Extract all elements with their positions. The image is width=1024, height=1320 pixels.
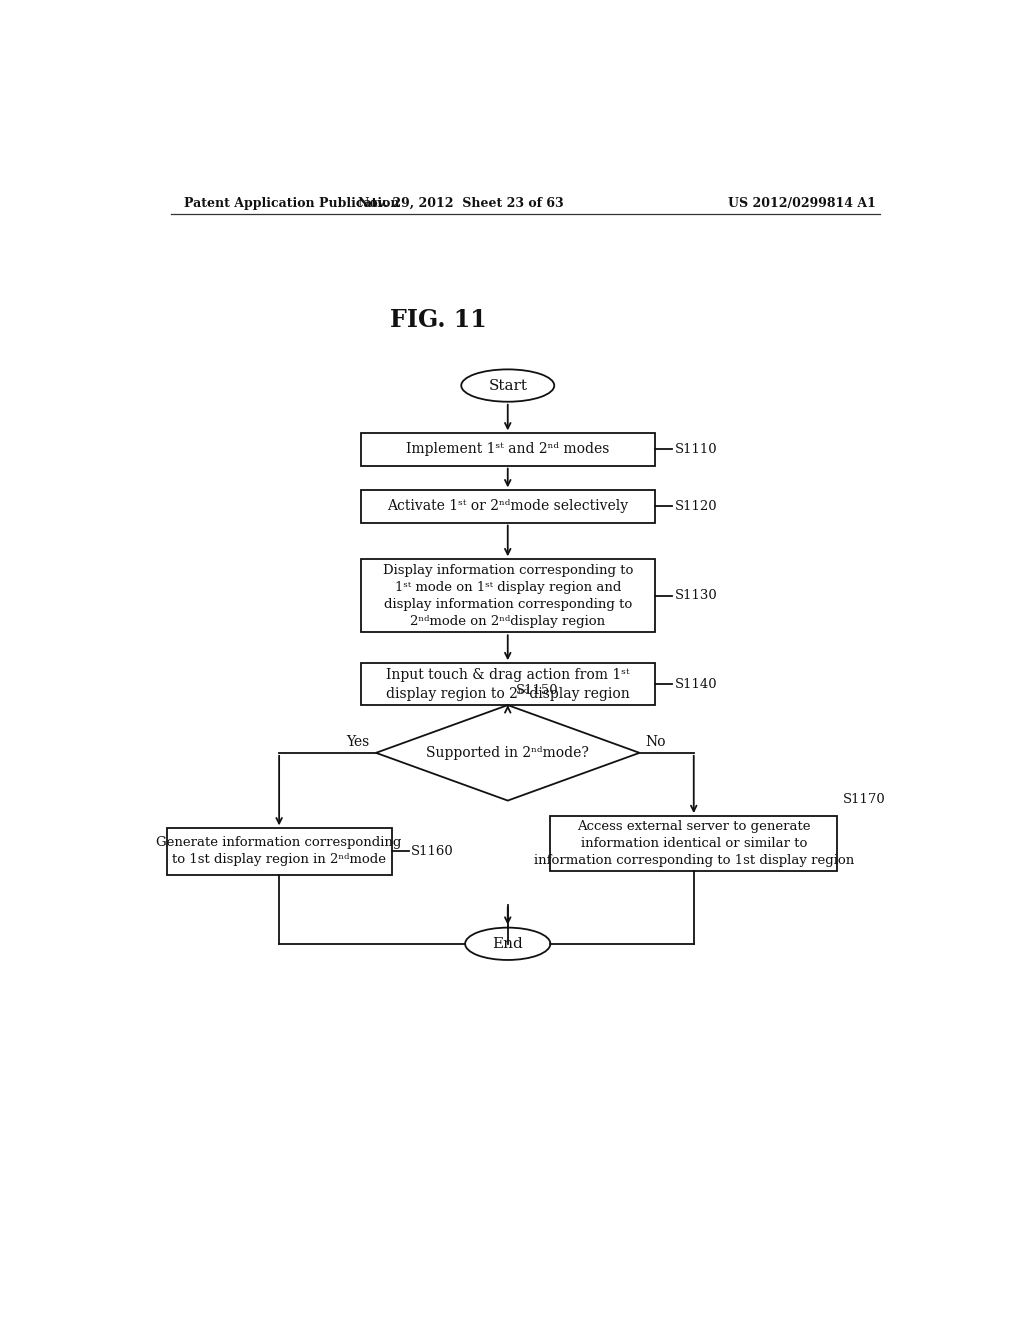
Text: S1160: S1160	[411, 845, 454, 858]
Text: Implement 1ˢᵗ and 2ⁿᵈ modes: Implement 1ˢᵗ and 2ⁿᵈ modes	[407, 442, 609, 457]
Ellipse shape	[461, 370, 554, 401]
Text: End: End	[493, 937, 523, 950]
Text: Yes: Yes	[346, 735, 370, 748]
Text: Generate information corresponding
to 1st display region in 2ⁿᵈmode: Generate information corresponding to 1s…	[157, 837, 401, 866]
Polygon shape	[376, 705, 640, 800]
Text: Patent Application Publication: Patent Application Publication	[183, 197, 399, 210]
Text: S1150: S1150	[515, 684, 558, 697]
Text: Activate 1ˢᵗ or 2ⁿᵈmode selectively: Activate 1ˢᵗ or 2ⁿᵈmode selectively	[387, 499, 629, 513]
Text: US 2012/0299814 A1: US 2012/0299814 A1	[728, 197, 877, 210]
FancyBboxPatch shape	[360, 490, 655, 523]
FancyBboxPatch shape	[167, 829, 391, 874]
Text: Input touch & drag action from 1ˢᵗ
display region to 2ⁿᵈdisplay region: Input touch & drag action from 1ˢᵗ displ…	[386, 668, 630, 701]
FancyBboxPatch shape	[550, 816, 838, 871]
Text: FIG. 11: FIG. 11	[389, 308, 486, 333]
Text: Access external server to generate
information identical or similar to
informati: Access external server to generate infor…	[534, 820, 854, 867]
Text: S1130: S1130	[675, 589, 717, 602]
Text: S1170: S1170	[844, 792, 886, 805]
Text: Start: Start	[488, 379, 527, 392]
Text: Display information corresponding to
1ˢᵗ mode on 1ˢᵗ display region and
display : Display information corresponding to 1ˢᵗ…	[383, 564, 633, 628]
FancyBboxPatch shape	[360, 560, 655, 632]
Text: S1120: S1120	[675, 500, 717, 513]
FancyBboxPatch shape	[360, 663, 655, 705]
FancyBboxPatch shape	[360, 433, 655, 466]
Text: Nov. 29, 2012  Sheet 23 of 63: Nov. 29, 2012 Sheet 23 of 63	[358, 197, 564, 210]
Text: S1110: S1110	[675, 444, 717, 455]
Text: Supported in 2ⁿᵈmode?: Supported in 2ⁿᵈmode?	[426, 746, 589, 760]
Text: S1140: S1140	[675, 677, 717, 690]
Text: No: No	[646, 735, 667, 748]
Ellipse shape	[465, 928, 550, 960]
